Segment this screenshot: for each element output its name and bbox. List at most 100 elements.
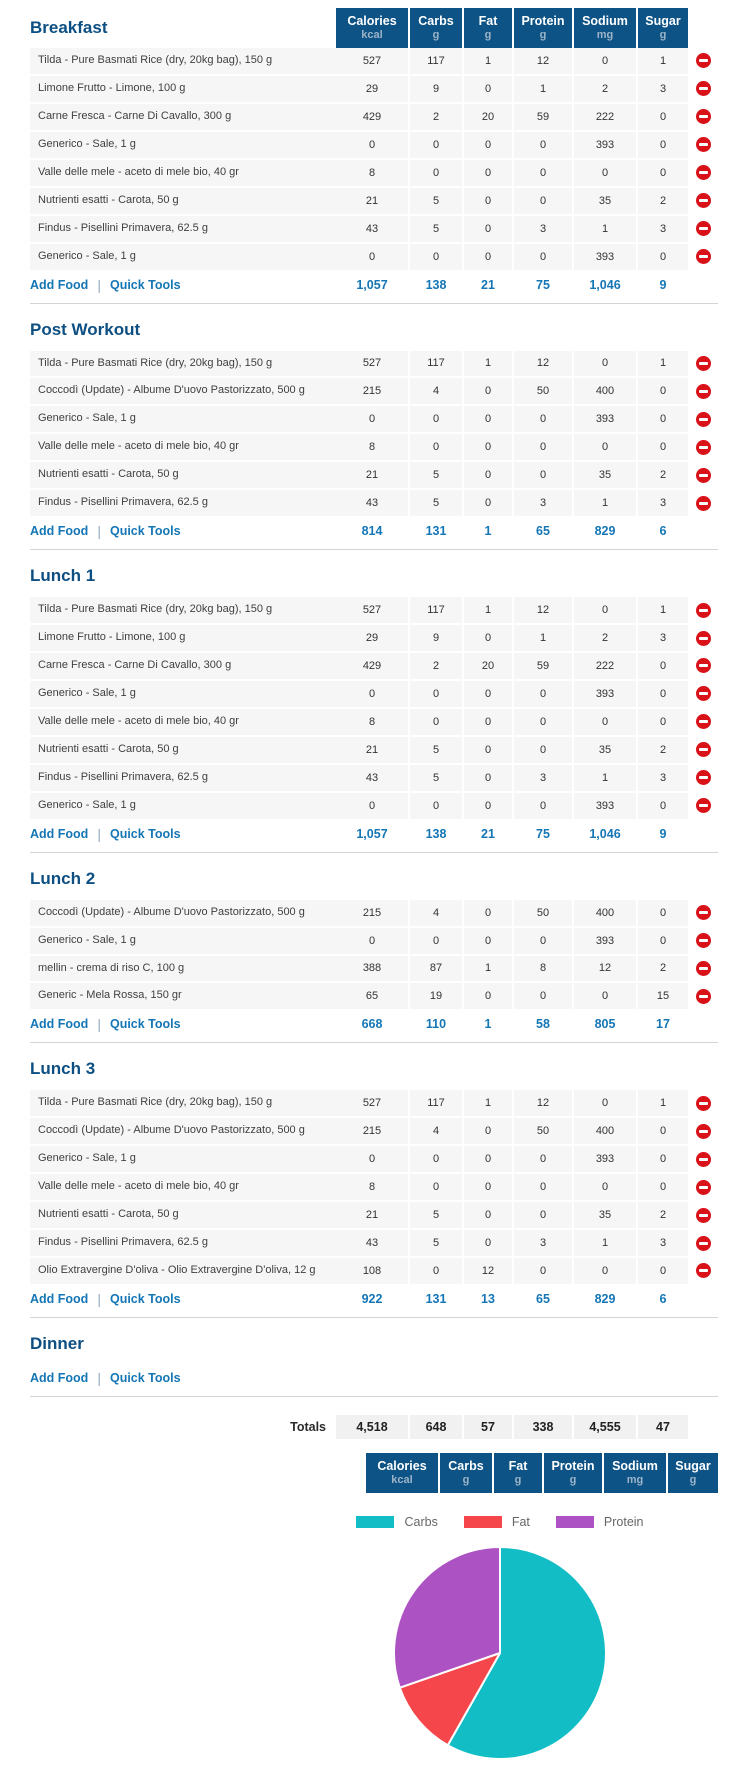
- add-food-link[interactable]: Add Food: [30, 826, 89, 841]
- delete-icon[interactable]: [695, 1235, 711, 1251]
- food-value-fat: 0: [464, 1174, 512, 1201]
- delete-icon[interactable]: [695, 249, 711, 265]
- meal-total-carbs: 110: [425, 1017, 447, 1032]
- delete-icon[interactable]: [695, 109, 711, 125]
- delete-icon[interactable]: [695, 960, 711, 976]
- food-value-sodium: 2: [574, 625, 636, 651]
- delete-icon[interactable]: [695, 355, 711, 371]
- food-value-fat: 0: [464, 736, 512, 763]
- column-header-unit: g: [432, 28, 440, 41]
- add-food-link[interactable]: Add Food: [30, 1370, 89, 1385]
- food-value-sugar: 15: [638, 983, 688, 1010]
- quick-tools-link[interactable]: Quick Tools: [109, 277, 181, 292]
- quick-tools-link[interactable]: Quick Tools: [109, 524, 181, 539]
- food-name: Generico - Sale, 1 g: [30, 927, 336, 954]
- food-value-fat: 1: [464, 597, 512, 624]
- delete-icon[interactable]: [695, 1123, 711, 1139]
- delete-icon[interactable]: [695, 467, 711, 483]
- column-header-sodium: Sodium mg: [574, 8, 636, 48]
- add-food-link[interactable]: Add Food: [30, 277, 89, 292]
- delete-cell: [688, 597, 718, 624]
- food-value-sodium: 393: [574, 927, 636, 954]
- food-value-sodium: 0: [574, 350, 636, 377]
- food-value-carbs: 19: [410, 983, 462, 1010]
- column-header-protein: Protein g: [544, 1452, 602, 1493]
- grand-total-sugar: 47: [638, 1414, 688, 1439]
- food-value-sugar: 1: [638, 350, 688, 377]
- pie-slice-carbs: [446, 1545, 607, 1760]
- food-value-sodium: 0: [574, 159, 636, 186]
- delete-icon[interactable]: [695, 53, 711, 69]
- food-value-calories: 527: [336, 48, 408, 74]
- meal-footer-links: Add Food | Quick Tools: [30, 523, 336, 539]
- delete-icon[interactable]: [695, 495, 711, 511]
- food-name: Nutrienti esatti - Carota, 50 g: [30, 187, 336, 214]
- meal-section-dinner: Dinner Add Food | Quick Tools: [30, 1334, 718, 1397]
- food-value-carbs: 5: [410, 1202, 462, 1229]
- column-header-unit: g: [539, 28, 547, 41]
- food-name: Findus - Pisellini Primavera, 62.5 g: [30, 215, 336, 242]
- food-value-sodium: 1: [574, 215, 636, 242]
- delete-cell: [688, 653, 718, 679]
- add-food-link[interactable]: Add Food: [30, 524, 89, 539]
- delete-icon[interactable]: [695, 686, 711, 702]
- quick-tools-link[interactable]: Quick Tools: [109, 1017, 181, 1032]
- food-value-carbs: 0: [410, 1174, 462, 1201]
- delete-icon[interactable]: [695, 905, 711, 921]
- delete-icon[interactable]: [695, 602, 711, 618]
- food-value-calories: 215: [336, 899, 408, 926]
- food-value-carbs: 5: [410, 736, 462, 763]
- food-value-sodium: 222: [574, 103, 636, 130]
- delete-icon[interactable]: [695, 988, 711, 1004]
- meal-footer-row: Add Food | Quick Tools 1,057 138 21 75 1,046 9: [30, 821, 718, 847]
- delete-cell: [688, 48, 718, 74]
- quick-tools-link[interactable]: Quick Tools: [109, 826, 181, 841]
- delete-icon[interactable]: [695, 630, 711, 646]
- delete-icon[interactable]: [695, 81, 711, 97]
- delete-icon[interactable]: [695, 770, 711, 786]
- food-value-fat: 0: [464, 462, 512, 489]
- food-value-sugar: 0: [638, 1258, 688, 1284]
- delete-icon[interactable]: [695, 714, 711, 730]
- delete-icon[interactable]: [695, 193, 711, 209]
- delete-cell: [688, 215, 718, 242]
- grand-totals-row: Totals 4,518 648 57 338 4,555 47: [30, 1414, 718, 1439]
- food-row: Valle delle mele - aceto di mele bio, 40…: [30, 434, 718, 461]
- delete-icon[interactable]: [695, 1095, 711, 1111]
- delete-cell: [688, 1174, 718, 1201]
- delete-icon[interactable]: [695, 1263, 711, 1279]
- quick-tools-link[interactable]: Quick Tools: [109, 1291, 181, 1306]
- delete-icon[interactable]: [695, 137, 711, 153]
- macro-chart-area: Carbs Fat Protein: [282, 1515, 718, 1763]
- column-header-sugar: Sugar g: [638, 8, 688, 48]
- food-row: Generic - Mela Rossa, 150 gr 65 19 0 0 0 15: [30, 983, 718, 1010]
- delete-icon[interactable]: [695, 439, 711, 455]
- food-value-sugar: 0: [638, 899, 688, 926]
- legend-item-fat: Fat: [463, 1515, 530, 1529]
- delete-icon[interactable]: [695, 1151, 711, 1167]
- meal-total-sodium: 829: [594, 1291, 616, 1306]
- food-value-protein: 0: [514, 187, 572, 214]
- delete-icon[interactable]: [695, 1179, 711, 1195]
- delete-icon[interactable]: [695, 165, 711, 181]
- add-food-link[interactable]: Add Food: [30, 1291, 89, 1306]
- food-name: Valle delle mele - aceto di mele bio, 40…: [30, 708, 336, 735]
- delete-icon[interactable]: [695, 933, 711, 949]
- delete-icon[interactable]: [695, 383, 711, 399]
- delete-icon[interactable]: [695, 411, 711, 427]
- delete-cell: [688, 1230, 718, 1256]
- column-header-unit: mg: [596, 28, 614, 41]
- food-value-calories: 8: [336, 434, 408, 461]
- food-name: Limone Frutto - Limone, 100 g: [30, 75, 336, 102]
- delete-icon[interactable]: [695, 658, 711, 674]
- food-value-fat: 1: [464, 48, 512, 74]
- quick-tools-link[interactable]: Quick Tools: [109, 1370, 181, 1385]
- delete-icon[interactable]: [695, 742, 711, 758]
- delete-icon[interactable]: [695, 798, 711, 814]
- delete-icon[interactable]: [695, 1207, 711, 1223]
- add-food-link[interactable]: Add Food: [30, 1017, 89, 1032]
- links-separator: |: [97, 1016, 101, 1033]
- food-value-sodium: 400: [574, 1118, 636, 1145]
- delete-icon[interactable]: [695, 221, 711, 237]
- column-header-label: Protein: [551, 1459, 595, 1474]
